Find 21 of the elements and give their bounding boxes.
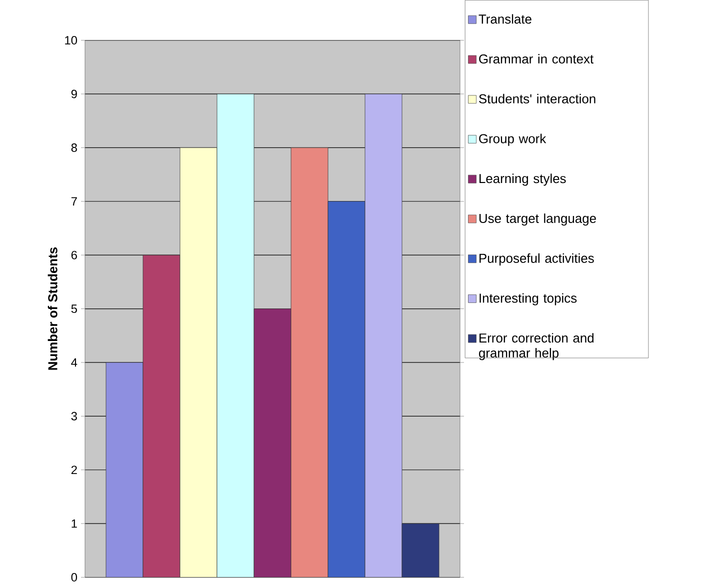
- legend-label: Use target language: [479, 213, 596, 226]
- y-tick-label: 9: [71, 90, 77, 98]
- y-tick-label: 8: [71, 143, 77, 152]
- legend-label: Group work: [479, 134, 546, 146]
- y-tick-label: 0: [71, 572, 78, 582]
- y-tick-label: 2: [71, 466, 77, 474]
- y-tick-label: 3: [71, 412, 77, 420]
- legend-label: Grammar in context: [479, 54, 594, 64]
- y-axis-title: Number of Students: [48, 247, 58, 370]
- legend-label: Error correction and grammar help: [479, 332, 594, 360]
- y-tick-label: 4: [71, 358, 78, 366]
- legend-label: Learning styles: [480, 174, 566, 186]
- y-tick-label: 6: [71, 250, 77, 260]
- y-tick-label: 1: [72, 519, 77, 528]
- legend-label: Purposeful activities: [480, 253, 594, 266]
- legend-label: Students' interaction: [479, 94, 596, 104]
- y-tick-label: 7: [71, 197, 77, 206]
- y-tick-label: 10: [65, 36, 78, 44]
- legend-label: Translate: [478, 14, 532, 24]
- y-tick-label: 5: [71, 304, 77, 313]
- legend-label: Interesting topics: [480, 293, 577, 306]
